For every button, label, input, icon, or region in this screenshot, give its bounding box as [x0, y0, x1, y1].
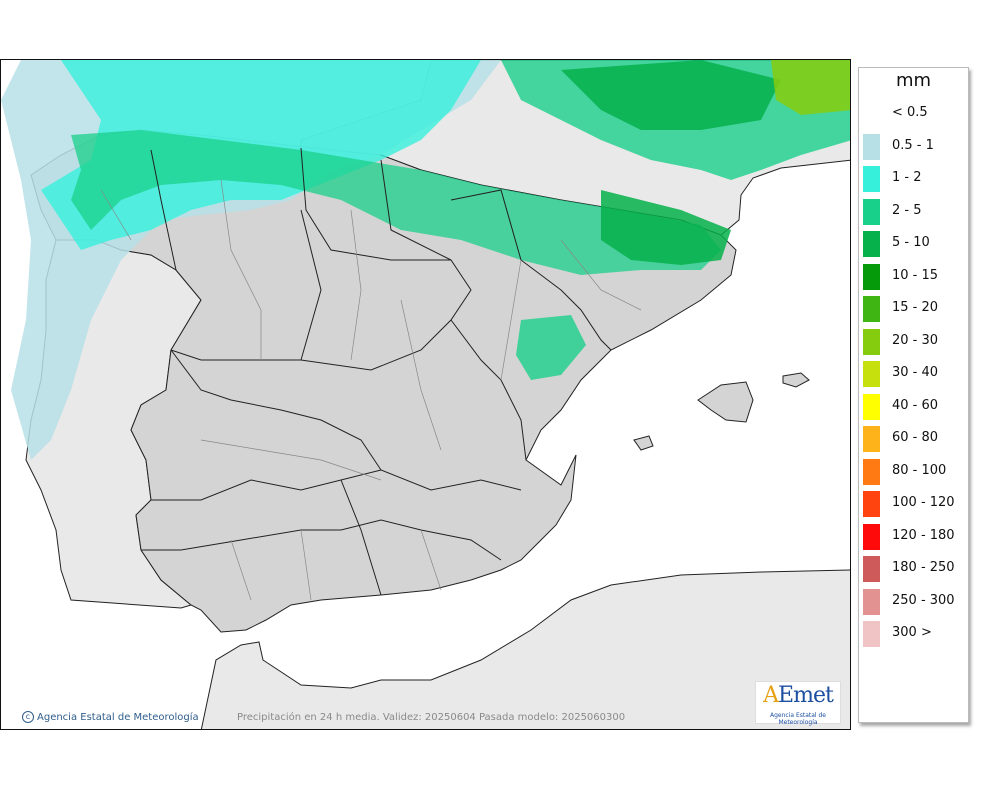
agency-credit-text: Agencia Estatal de Meteorología	[37, 711, 199, 723]
legend-label: 60 - 80	[892, 430, 939, 445]
copyright-icon: c	[22, 711, 34, 723]
legend-swatch	[863, 101, 880, 127]
legend-label: 15 - 20	[892, 300, 939, 315]
legend-unit-title: mm	[895, 70, 932, 91]
legend-label: 80 - 100	[892, 462, 947, 478]
legend-swatch	[863, 296, 880, 322]
aemet-logo-subtitle: Agencia Estatal de Meteorología	[769, 712, 826, 726]
legend-label: 10 - 15	[892, 267, 939, 283]
legend-swatch	[863, 621, 880, 647]
mallorca-island	[697, 381, 754, 423]
legend-label: 40 - 60	[892, 397, 939, 413]
legend-label: 20 - 30	[892, 332, 939, 348]
legend-label: 30 - 40	[892, 365, 939, 380]
legend-swatch	[863, 588, 880, 615]
legend-label: < 0.5	[892, 105, 928, 120]
legend-label: 100 - 120	[892, 495, 955, 510]
legend-swatch	[863, 426, 880, 452]
legend-swatch	[863, 523, 880, 550]
provincial-borders	[100, 179, 642, 601]
precipitation-map	[0, 59, 851, 730]
legend-swatch	[863, 263, 880, 290]
map-caption: Precipitación en 24 h media. Validez: 20…	[237, 712, 626, 723]
aemet-logo: AEmet Agencia Estatal de Meteorología	[755, 681, 841, 726]
legend-swatch	[863, 198, 880, 225]
legend-label: 180 - 250	[892, 560, 955, 575]
legend-label: 250 - 300	[892, 592, 955, 608]
precip-band-iberian	[516, 315, 586, 380]
precip-band-heavy	[561, 60, 781, 130]
legend-label: 300 >	[892, 625, 932, 640]
legend-swatch	[863, 556, 880, 582]
legend-swatch	[863, 231, 880, 257]
legend-label: 5 - 10	[892, 235, 930, 250]
legend-swatch	[863, 166, 880, 192]
north-africa-landmass	[200, 569, 850, 729]
legend-label: 120 - 180	[892, 527, 955, 543]
legend-swatch	[863, 133, 880, 160]
map-canvas	[1, 60, 850, 729]
aemet-logo-text: AEmet	[763, 683, 834, 708]
legend-label: 1 - 2	[892, 170, 922, 185]
agency-credit: c Agencia Estatal de Meteorología	[22, 711, 199, 723]
legend-label: 2 - 5	[892, 202, 922, 218]
legend-swatch	[863, 458, 880, 485]
menorca-island	[782, 372, 810, 388]
precip-band-cantabria	[71, 130, 721, 275]
precipitation-legend: mm < 0.5 0.5 - 1 1 - 2 2 - 5 5 - 10 10 - 15 15…	[858, 67, 969, 723]
precip-band-pyrenees	[601, 190, 731, 265]
legend-swatch	[863, 361, 880, 387]
legend-swatch	[863, 328, 880, 355]
precip-band-max	[771, 60, 850, 115]
legend-label: 0.5 - 1	[892, 137, 934, 153]
legend-swatch	[863, 491, 880, 517]
legend-swatch	[863, 393, 880, 420]
ibiza-island	[633, 435, 654, 451]
